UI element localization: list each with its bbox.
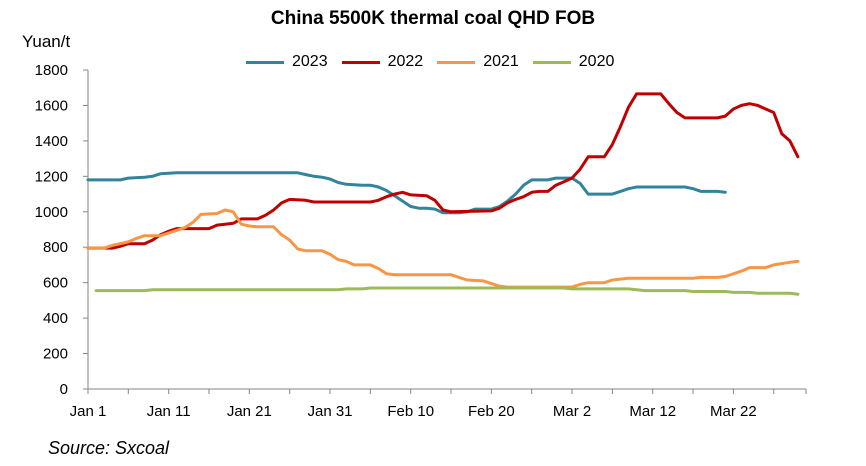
y-tick-label-400: 400 (43, 310, 68, 327)
y-tick-label-200: 200 (43, 346, 68, 363)
y-axis-label: Yuan/t (22, 32, 71, 51)
legend-label-2023: 2023 (292, 53, 328, 70)
chart-legend: 2023 2022 2021 2020 (246, 52, 628, 72)
legend-label-2020: 2020 (578, 53, 615, 70)
legend-swatch-2020 (532, 60, 571, 64)
series-line-2023 (86, 171, 727, 215)
series-line-2021 (86, 208, 800, 289)
y-tick-label-1400: 1400 (35, 133, 68, 150)
x-tick-label-4: Feb 10 (387, 403, 434, 420)
x-tick-label-5: Feb 20 (468, 403, 515, 420)
chart-title: China 5500K thermal coal QHD FOB (270, 8, 596, 29)
x-tick-label-8: Mar 22 (710, 403, 757, 420)
legend-label-2021: 2021 (483, 53, 519, 70)
x-tick-label-0: Jan 1 (70, 403, 107, 420)
legend-entry-2023: 2023 (246, 53, 328, 71)
source-note: Source: Sxcoal (48, 438, 170, 458)
legend-entry-2022: 2022 (341, 53, 424, 71)
legend-swatch-2022 (341, 60, 380, 64)
x-tick-label-3: Jan 31 (307, 403, 352, 420)
y-tick-label-0: 0 (60, 381, 68, 398)
x-tick-label-1: Jan 11 (147, 403, 191, 420)
legend-entry-2020: 2020 (532, 53, 615, 71)
legend-swatch-2021 (437, 60, 476, 64)
series-line-2020 (94, 286, 800, 296)
legend-entry-2021: 2021 (437, 53, 519, 71)
y-tick-label-1800: 1800 (35, 62, 68, 79)
y-tick-label-1000: 1000 (35, 204, 68, 221)
legend-label-2022: 2022 (387, 53, 424, 70)
x-tick-label-2: Jan 21 (227, 403, 272, 420)
x-tick-label-7: Mar 12 (629, 403, 676, 420)
x-tick-label-6: Mar 2 (553, 403, 591, 420)
y-tick-label-1200: 1200 (35, 168, 68, 185)
y-tick-label-1600: 1600 (35, 97, 68, 114)
legend-swatch-2023 (246, 60, 284, 64)
y-tick-label-600: 600 (43, 275, 68, 292)
series-line-2022 (86, 92, 800, 250)
y-tick-label-800: 800 (43, 239, 68, 256)
